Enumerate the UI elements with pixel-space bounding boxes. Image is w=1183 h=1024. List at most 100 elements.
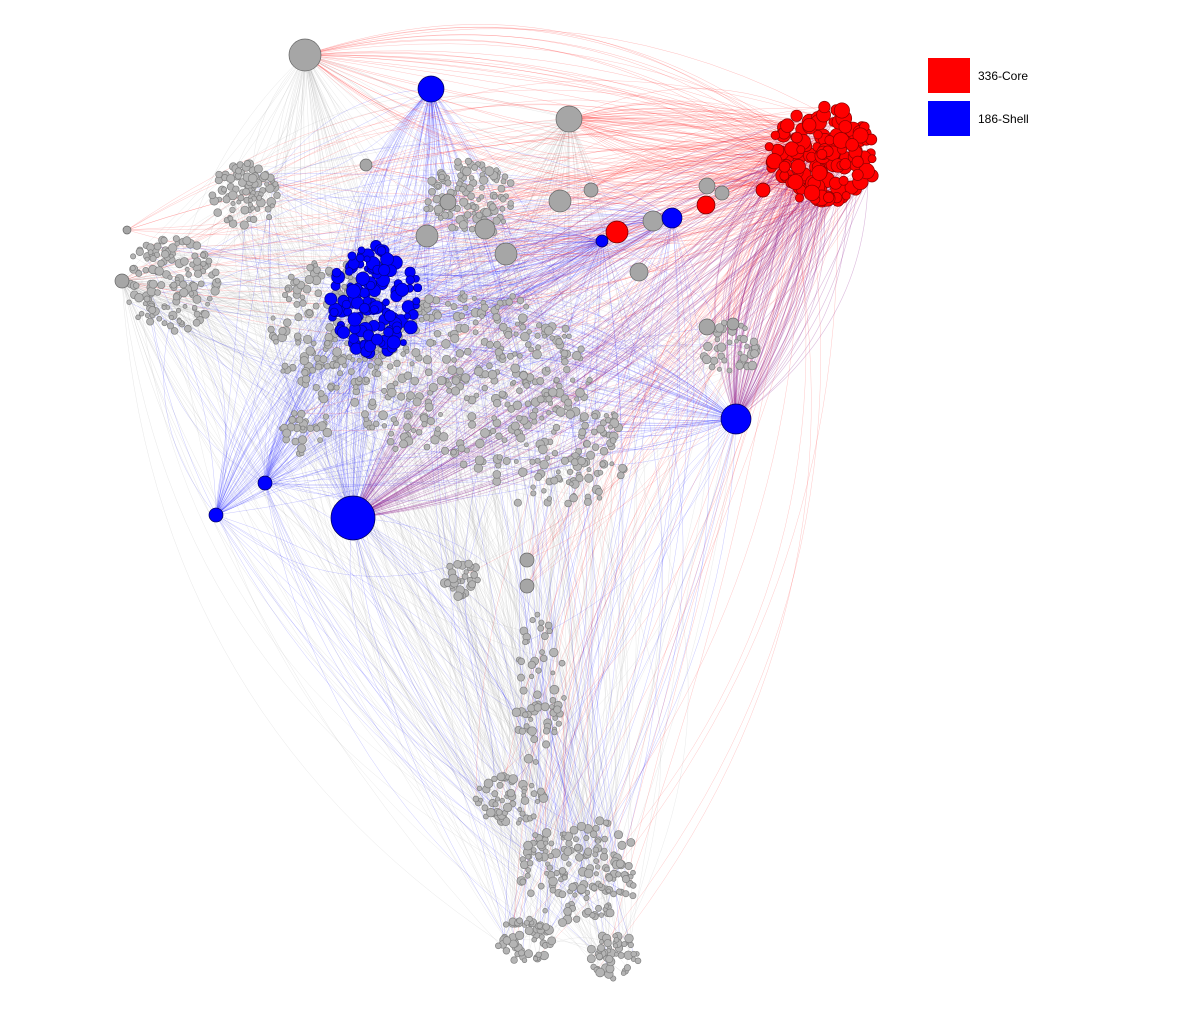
gray-edge: [554, 453, 591, 878]
gray-edge: [552, 118, 570, 354]
gray-edge: [304, 54, 718, 340]
shell-node: [347, 251, 357, 261]
gray-node: [726, 339, 733, 346]
core-edge: [475, 150, 778, 799]
shell-node-cluster: [324, 240, 423, 359]
shell-edge: [252, 178, 603, 242]
gray-node: [486, 340, 494, 349]
core-edge: [523, 187, 800, 691]
shell-edge: [264, 312, 335, 484]
gray-edge: [568, 118, 600, 445]
gray-node: [392, 445, 399, 453]
gray-node: [509, 293, 516, 300]
gray-edge: [306, 379, 607, 891]
gray-edge: [304, 54, 315, 275]
shell-edge: [215, 345, 365, 516]
gray-node: [553, 376, 560, 384]
gray-edge: [217, 212, 535, 712]
gray-node: [324, 362, 331, 370]
core-shell-edge: [352, 114, 824, 519]
gray-edge: [284, 118, 570, 428]
gray-node: [135, 314, 141, 321]
gray-node: [534, 798, 541, 805]
gray-node: [450, 333, 460, 344]
gray-node: [463, 569, 469, 575]
gray-node: [598, 912, 605, 918]
gray-edge: [176, 301, 546, 852]
shell-edge: [346, 88, 432, 265]
gray-edge: [493, 118, 570, 709]
gray-edge: [149, 287, 552, 941]
gray-node: [471, 163, 479, 171]
gray-edge: [130, 279, 345, 366]
gray-edge: [544, 322, 725, 707]
shell-edge: [352, 517, 495, 814]
gray-edge: [303, 54, 542, 845]
gray-node: [179, 288, 189, 298]
gray-edge: [121, 280, 596, 416]
gray-edge: [504, 176, 583, 420]
gray-node: [381, 423, 388, 429]
shell-node: [369, 305, 379, 314]
gray-node: [306, 263, 314, 272]
core-edge: [382, 195, 847, 337]
gray-node: [634, 957, 642, 965]
core-edge: [381, 154, 839, 351]
gray-node: [467, 192, 475, 200]
core-shell-edge: [735, 160, 861, 420]
gray-node: [612, 943, 618, 949]
core-edge: [529, 161, 775, 332]
gray-node: [467, 412, 477, 422]
gray-node: [475, 438, 485, 449]
gray-edge: [121, 280, 606, 969]
gray-node: [296, 416, 304, 424]
shell-edge: [396, 88, 432, 397]
shell-node: [363, 255, 371, 263]
gray-edge: [151, 54, 306, 256]
gray-edge: [304, 54, 460, 184]
gray-node: [539, 934, 545, 940]
core-edge: [121, 139, 830, 304]
gray-node: [419, 414, 429, 423]
core-edge: [493, 134, 784, 196]
shell-edge: [215, 403, 529, 516]
gray-node: [516, 296, 525, 305]
core-shell-edge: [735, 175, 784, 420]
shell-edge: [548, 217, 710, 931]
gray-edge: [598, 348, 718, 492]
core-edge: [526, 198, 828, 587]
shell-edge: [151, 277, 737, 420]
legend-label-core: 336-Core: [978, 68, 1029, 83]
gray-node: [547, 936, 557, 946]
shell-edge: [426, 88, 513, 797]
gray-node: [560, 456, 569, 465]
core-edge: [526, 139, 867, 587]
shell-edge: [351, 217, 673, 257]
gray-edge: [327, 432, 591, 469]
gray-node: [459, 185, 466, 193]
gray-node: [273, 191, 281, 199]
shell-edge: [360, 88, 432, 255]
gray-node: [363, 376, 370, 383]
shell-edge: [381, 88, 432, 271]
gray-edge: [407, 435, 561, 714]
shell-edge: [264, 482, 587, 899]
gray-edge: [593, 325, 731, 888]
gray-node: [524, 442, 529, 448]
gray-edge: [324, 294, 491, 813]
gray-edge: [301, 413, 554, 714]
core-shell-edge: [352, 189, 823, 519]
core-edge: [568, 106, 825, 120]
gray-node: [551, 449, 559, 457]
shell-edge: [577, 217, 681, 848]
gray-edge: [121, 280, 515, 961]
gray-hub-node: [726, 317, 740, 331]
gray-node: [450, 386, 461, 396]
gray-node: [130, 253, 137, 260]
core-shell-edge: [735, 181, 796, 420]
shell-edge: [353, 88, 432, 264]
gray-edge: [453, 359, 541, 846]
shell-edge: [367, 217, 673, 260]
gray-node: [333, 384, 340, 391]
gray-node: [508, 774, 519, 784]
